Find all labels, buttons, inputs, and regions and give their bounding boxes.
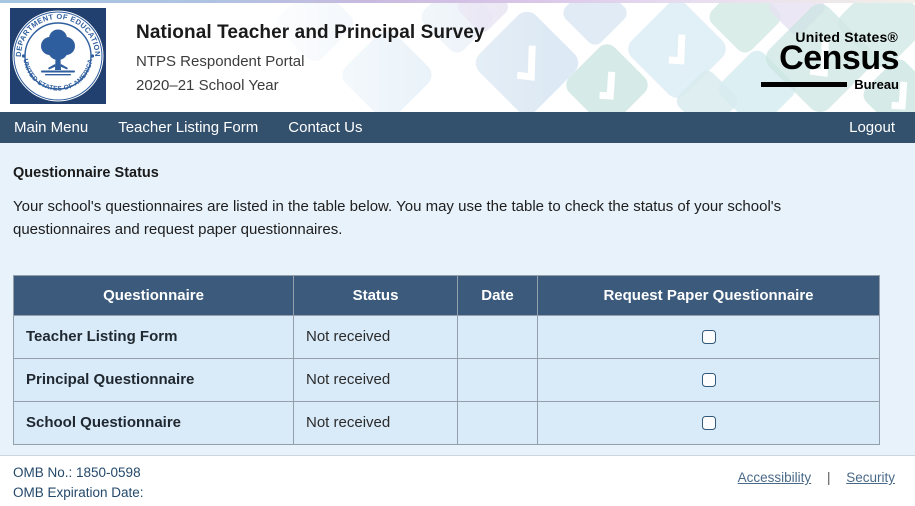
- questionnaire-date: [457, 400, 538, 445]
- questionnaire-status: Not received: [293, 357, 458, 402]
- column-header-request-paper: Request Paper Questionnaire: [537, 274, 880, 316]
- census-logo-bar: [761, 81, 848, 87]
- portal-subtitle: NTPS Respondent Portal: [136, 53, 305, 70]
- header-titles: National Teacher and Principal Survey NT…: [136, 22, 485, 101]
- questionnaire-status: Not received: [293, 400, 458, 445]
- department-of-education-seal: DEPARTMENT OF EDUCATION UNITED STATES OF…: [10, 8, 106, 104]
- main-navigation: Main Menu Teacher Listing Form Contact U…: [0, 112, 915, 143]
- census-logo-bureau: Bureau: [854, 76, 899, 92]
- page-title: National Teacher and Principal Survey: [136, 22, 485, 43]
- column-header-questionnaire: Questionnaire: [13, 274, 294, 316]
- site-header: DEPARTMENT OF EDUCATION UNITED STATES OF…: [0, 3, 915, 112]
- questionnaire-name: Teacher Listing Form: [13, 314, 294, 359]
- footer-links: Accessibility | Security: [738, 470, 895, 506]
- request-paper-checkbox-principal-questionnaire[interactable]: [701, 373, 716, 388]
- column-header-status: Status: [293, 274, 458, 316]
- top-accent-strip: [0, 0, 915, 3]
- request-paper-checkbox-teacher-listing-form[interactable]: [701, 330, 716, 345]
- request-paper-checkbox-school-questionnaire[interactable]: [701, 416, 716, 431]
- header-pattern-fade: [0, 3, 915, 112]
- nav-items: Main Menu Teacher Listing Form Contact U…: [14, 119, 362, 136]
- description-text: Your school's questionnaires are listed …: [13, 198, 782, 238]
- nav-item-teacher-listing-form[interactable]: Teacher Listing Form: [118, 119, 259, 136]
- main-content: Questionnaire Status Your school's quest…: [0, 143, 915, 455]
- security-link[interactable]: Security: [846, 470, 895, 485]
- nav-item-contact-us[interactable]: Contact Us: [288, 119, 363, 136]
- section-heading: Questionnaire Status: [13, 165, 159, 181]
- questionnaire-date: [457, 314, 538, 359]
- table-row-teacher-listing-form: Teacher Listing Form Not received: [13, 314, 880, 359]
- questionnaire-name: Principal Questionnaire: [13, 357, 294, 402]
- census-logo-united-states: United States®: [795, 29, 898, 45]
- questionnaire-date: [457, 357, 538, 402]
- table-header-row: Questionnaire Status Date Request Paper …: [13, 274, 880, 316]
- omb-info: OMB No.: 1850-0598 OMB Expiration Date:: [13, 463, 144, 506]
- accessibility-link[interactable]: Accessibility: [737, 470, 812, 485]
- census-logo-census: Census: [779, 39, 899, 77]
- omb-number: OMB No.: 1850-0598: [13, 465, 141, 480]
- site-footer: OMB No.: 1850-0598 OMB Expiration Date: …: [0, 455, 915, 506]
- census-bureau-logo: United States® Census Bureau: [761, 29, 900, 92]
- questionnaire-status-table: Questionnaire Status Date Request Paper …: [13, 274, 880, 445]
- omb-expiration: OMB Expiration Date:: [13, 485, 144, 501]
- table-row-principal-questionnaire: Principal Questionnaire Not received: [13, 357, 880, 402]
- logout-button[interactable]: Logout: [849, 119, 895, 136]
- nav-item-main-menu[interactable]: Main Menu: [14, 119, 89, 136]
- table-row-school-questionnaire: School Questionnaire Not received: [13, 400, 880, 445]
- link-separator: |: [826, 470, 831, 485]
- school-year: 2020–21 School Year: [136, 77, 279, 94]
- questionnaire-status: Not received: [293, 314, 458, 359]
- column-header-date: Date: [457, 274, 538, 316]
- seal-tree-emblem: [21, 29, 95, 76]
- questionnaire-name: School Questionnaire: [13, 400, 294, 445]
- department-of-education-seal-icon: DEPARTMENT OF EDUCATION UNITED STATES OF…: [10, 8, 106, 104]
